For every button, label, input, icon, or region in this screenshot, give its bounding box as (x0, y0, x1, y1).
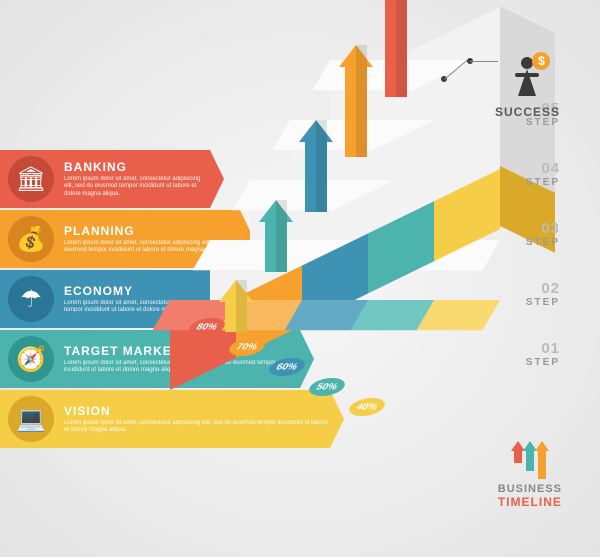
arrow-4 (345, 45, 367, 157)
badge-40: 40% (345, 398, 389, 416)
umbrella-icon: ☂ (8, 276, 54, 322)
arrow-2 (265, 200, 287, 272)
laptop-icon: 💻 (8, 396, 54, 442)
success-label: SUCCESS (495, 105, 560, 119)
step-label-02: 02STEP (500, 280, 560, 308)
banner-title: PLANNING (64, 224, 240, 238)
arrow-1 (225, 280, 247, 332)
banner-banking: 🏛 BANKING Lorem ipsum dolor sit amet, co… (0, 150, 210, 208)
business-timeline-logo: BUSINESS TIMELINE (498, 441, 562, 509)
banner-title: VISION (64, 404, 330, 418)
businessman-icon (512, 67, 542, 103)
banner-title: BANKING (64, 160, 210, 174)
step-label-03: 03STEP (500, 220, 560, 248)
step-label-04: 04STEP (500, 160, 560, 188)
coins-icon: 💰 (8, 216, 54, 262)
arrow-5 (385, 0, 407, 97)
banner-body: Lorem ipsum dolor sit amet, consectetur … (64, 176, 210, 198)
dollar-icon: $ (532, 52, 550, 70)
compass-icon: 🧭 (8, 336, 54, 382)
logo-line2: TIMELINE (498, 495, 562, 509)
success: $ SUCCESS (495, 56, 560, 119)
bank-icon: 🏛 (8, 156, 54, 202)
banner-body: Lorem ipsum dolor sit amet, consectetur … (64, 420, 330, 434)
logo-line1: BUSINESS (498, 483, 562, 495)
step-label-01: 01STEP (500, 340, 560, 368)
arrow-3 (305, 120, 327, 212)
banner-vision: 💻 VISION Lorem ipsum dolor sit amet, con… (0, 390, 330, 448)
